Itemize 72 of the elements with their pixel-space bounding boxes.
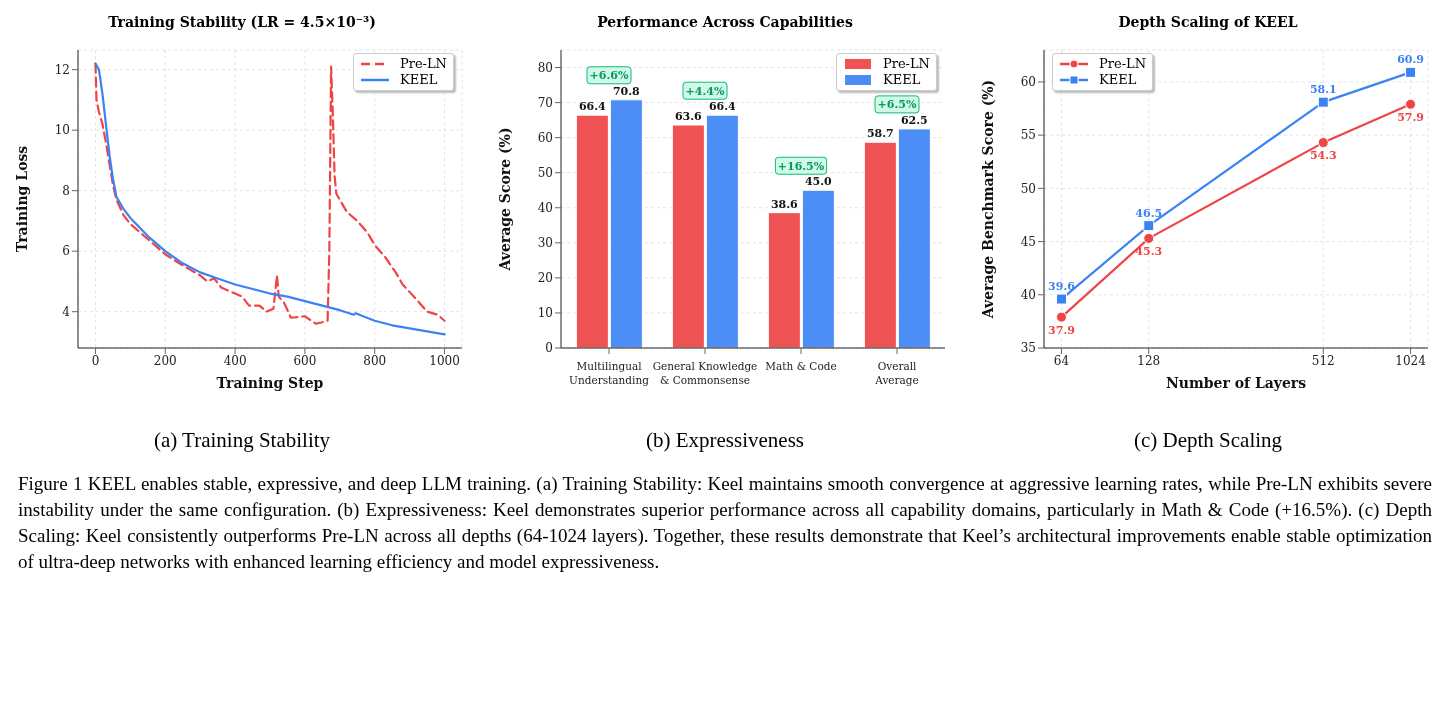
chart-title: Performance Across Capabilities <box>597 14 853 32</box>
y-tick-label: 50 <box>537 165 553 180</box>
legend-label: Pre-LN <box>399 56 447 72</box>
y-tick-label: 10 <box>537 306 553 321</box>
text: (a) Training Stability <box>153 428 331 453</box>
x-tick-label: 128 <box>1137 353 1161 368</box>
legend-label: KEEL <box>399 72 438 88</box>
annotation: +6.5% <box>877 98 917 112</box>
y-tick-label: 50 <box>1020 181 1036 196</box>
y-tick-label: 12 <box>54 62 70 77</box>
y-tick-label: 20 <box>537 271 553 286</box>
y-tick-label: 10 <box>54 123 70 138</box>
data-label: 37.9 <box>1048 323 1075 337</box>
y-tick-label: 60 <box>537 130 553 145</box>
data-label: 70.8 <box>612 84 641 98</box>
y-tick-label: 40 <box>537 201 553 216</box>
legend-label: KEEL <box>1099 72 1137 88</box>
caption: Figure 1 KEEL enables stable, expressive, and deep LLM training. (a) Training Stability: Keel maintains smooth convergence at aggressive learning rates, while Pre-LN exhibits severe instability under the same configuration. (b) Expressiveness: Keel demonstrates superior performance across all capability domains, particularly in Math & Code (+16.5%). (c) Depth Scaling: Keel consistently outperforms Pre-LN across all depths (64-1024 layers). Together, these results demonstrate that Keel’s architectural improvements enable stable optimization of ultra-deep networks with enhanced learning efficiency and model expressiveness. <box>17 472 1433 574</box>
x-tick-label: General Knowledge & Commonsense <box>652 360 758 386</box>
data-label: 57.9 <box>1397 111 1424 125</box>
annotation: +6.6% <box>589 69 629 83</box>
y-tick-label: 4 <box>62 304 71 319</box>
data-label: 66.4 <box>578 100 607 114</box>
data-label: 39.6 <box>1048 280 1076 294</box>
data-label: 38.6 <box>770 197 799 211</box>
x-tick-label: 400 <box>223 353 247 368</box>
x-tick-label: 1000 <box>429 353 460 368</box>
data-label: 54.3 <box>1309 149 1337 163</box>
x-tick-label: 0 <box>91 353 100 368</box>
x-tick-label: 200 <box>153 353 177 368</box>
data-label: 60.9 <box>1397 53 1424 67</box>
data-label: 46.5 <box>1135 206 1163 220</box>
y-tick-label: 35 <box>1020 341 1036 356</box>
y-tick-label: 55 <box>1020 128 1036 143</box>
x-tick-label: Overall Average <box>874 360 919 386</box>
x-tick-label: Math & Code <box>765 360 837 372</box>
y-tick-label: 45 <box>1020 234 1036 249</box>
data-label: 62.5 <box>900 113 928 127</box>
chart-title: Training Stability (LR = 4.5×10⁻³) <box>108 14 376 32</box>
y-tick-label: 30 <box>537 236 553 251</box>
y-axis-title: Average Score (%) <box>496 127 513 272</box>
y-axis-title: Average Benchmark Score (%) <box>979 79 996 320</box>
chart-title: Depth Scaling of KEEL <box>1118 14 1298 32</box>
y-tick-label: 8 <box>62 183 70 198</box>
y-tick-label: 0 <box>545 341 553 356</box>
y-tick-label: 80 <box>537 60 553 75</box>
data-label: 58.7 <box>866 127 894 141</box>
data-label: 63.6 <box>674 110 703 124</box>
legend-label: Pre-LN <box>882 56 930 72</box>
x-tick-label: 1024 <box>1395 353 1427 368</box>
text: (b) Expressiveness <box>645 428 805 453</box>
x-axis-title: Training Step <box>216 375 324 391</box>
y-axis-title: Training Loss <box>13 145 30 253</box>
y-tick-label: 6 <box>62 244 70 259</box>
y-tick-label: 60 <box>1020 75 1036 90</box>
data-label: 45.0 <box>804 175 833 189</box>
x-tick-label: Multilingual Understanding <box>569 360 650 386</box>
annotation: +4.4% <box>685 84 725 98</box>
x-tick-label: 600 <box>293 353 317 368</box>
data-label: 66.4 <box>708 100 737 114</box>
y-tick-label: 70 <box>537 95 553 110</box>
y-tick-label: 40 <box>1020 288 1036 303</box>
legend-label: Pre-LN <box>1099 56 1147 72</box>
x-tick-label: 64 <box>1053 353 1070 368</box>
text: (c) Depth Scaling <box>1133 428 1283 453</box>
data-label: 58.1 <box>1309 83 1337 97</box>
annotation: +16.5% <box>777 159 825 173</box>
x-tick-label: 800 <box>363 353 387 368</box>
legend-label: KEEL <box>882 72 921 88</box>
x-tick-label: 512 <box>1311 353 1335 368</box>
data-label: 45.3 <box>1135 245 1163 259</box>
x-axis-title: Number of Layers <box>1165 375 1307 391</box>
